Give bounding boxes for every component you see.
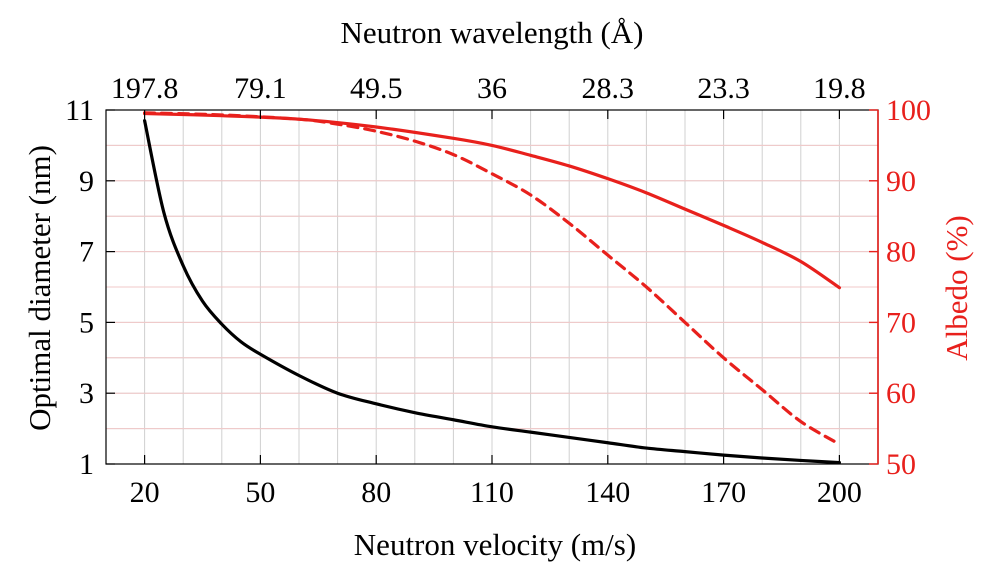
y2-tick-label: 60 bbox=[886, 377, 916, 410]
y-tick-label: 11 bbox=[65, 94, 94, 127]
x2-tick-label: 19.8 bbox=[813, 72, 866, 105]
tick-marks bbox=[106, 109, 879, 465]
y2-tick-label: 80 bbox=[886, 236, 916, 269]
x2-tick-label: 28.3 bbox=[582, 72, 635, 105]
y2-tick-label: 100 bbox=[886, 94, 931, 127]
x-tick-label: 200 bbox=[817, 476, 862, 509]
x2-tick-label: 79.1 bbox=[234, 72, 287, 105]
y-tick-label: 5 bbox=[79, 306, 94, 339]
x-tick-label: 80 bbox=[361, 476, 391, 509]
grid bbox=[106, 110, 878, 464]
y2-axis-label: Albedo (%) bbox=[939, 215, 974, 360]
optimal-diameter-series-line bbox=[143, 119, 841, 465]
y-tick-label: 9 bbox=[79, 165, 94, 198]
y-axis-label: Optimal diameter (nm) bbox=[22, 145, 57, 431]
x-tick-label: 110 bbox=[470, 476, 514, 509]
albedo-dashed-series-line bbox=[143, 111, 841, 446]
series-group bbox=[143, 111, 841, 465]
x-tick-label: 170 bbox=[701, 476, 746, 509]
x2-tick-label: 23.3 bbox=[697, 72, 750, 105]
x2-axis-label: Neutron wavelength (Å) bbox=[340, 15, 643, 50]
x-axis-label: Neutron velocity (m/s) bbox=[354, 527, 636, 562]
y2-tick-label: 50 bbox=[886, 448, 916, 481]
y2-tick-label: 90 bbox=[886, 165, 916, 198]
x2-tick-label: 36 bbox=[477, 72, 507, 105]
x2-tick-label: 49.5 bbox=[350, 72, 403, 105]
y-tick-label: 1 bbox=[79, 448, 94, 481]
y2-tick-label: 70 bbox=[886, 306, 916, 339]
y-tick-label: 3 bbox=[79, 377, 94, 410]
x-tick-label: 50 bbox=[245, 476, 275, 509]
x2-tick-label: 197.8 bbox=[111, 72, 179, 105]
y-tick-label: 7 bbox=[79, 236, 94, 269]
x-tick-label: 140 bbox=[585, 476, 630, 509]
x-tick-label: 20 bbox=[130, 476, 160, 509]
